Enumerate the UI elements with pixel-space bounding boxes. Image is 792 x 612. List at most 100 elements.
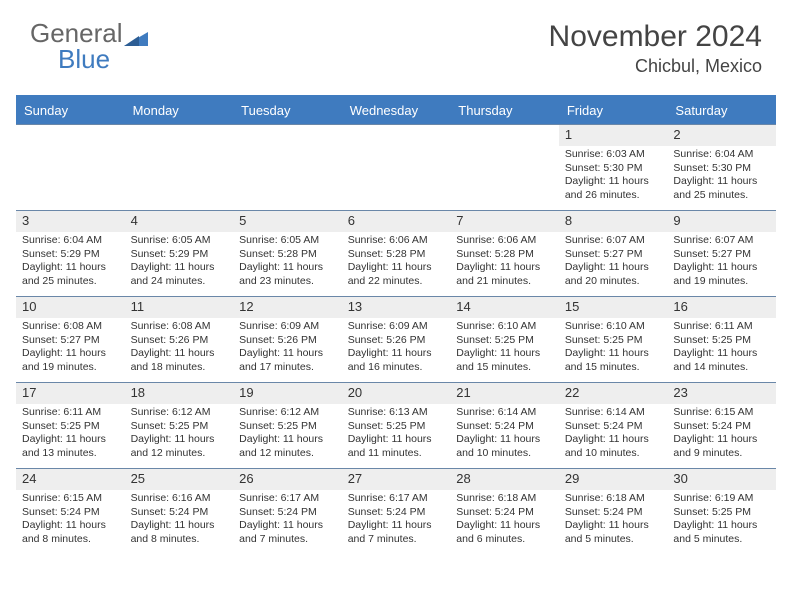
sunset-text: Sunset: 5:24 PM [131, 506, 228, 520]
calendar-cell: 24Sunrise: 6:15 AMSunset: 5:24 PMDayligh… [16, 468, 125, 554]
sunset-text: Sunset: 5:30 PM [673, 162, 770, 176]
daylight-text: Daylight: 11 hours and 17 minutes. [239, 347, 336, 374]
sunrise-text: Sunrise: 6:08 AM [131, 320, 228, 334]
day-number: 21 [450, 383, 559, 404]
day-number: 19 [233, 383, 342, 404]
sunrise-text: Sunrise: 6:12 AM [239, 406, 336, 420]
day-number: 14 [450, 297, 559, 318]
sunrise-text: Sunrise: 6:07 AM [673, 234, 770, 248]
sunrise-text: Sunrise: 6:04 AM [673, 148, 770, 162]
day-number: 9 [667, 211, 776, 232]
sunset-text: Sunset: 5:25 PM [22, 420, 119, 434]
day-number: 23 [667, 383, 776, 404]
calendar-cell: 23Sunrise: 6:15 AMSunset: 5:24 PMDayligh… [667, 382, 776, 468]
day-number: 29 [559, 469, 668, 490]
sunset-text: Sunset: 5:25 PM [673, 334, 770, 348]
sunrise-text: Sunrise: 6:10 AM [456, 320, 553, 334]
day-number: 10 [16, 297, 125, 318]
calendar-cell: 29Sunrise: 6:18 AMSunset: 5:24 PMDayligh… [559, 468, 668, 554]
calendar-cell: 13Sunrise: 6:09 AMSunset: 5:26 PMDayligh… [342, 296, 451, 382]
calendar-cell-blank [450, 124, 559, 210]
calendar-cell: 27Sunrise: 6:17 AMSunset: 5:24 PMDayligh… [342, 468, 451, 554]
calendar-cell-blank [342, 124, 451, 210]
sunrise-text: Sunrise: 6:14 AM [565, 406, 662, 420]
calendar-cell: 2Sunrise: 6:04 AMSunset: 5:30 PMDaylight… [667, 124, 776, 210]
sunset-text: Sunset: 5:25 PM [456, 334, 553, 348]
sunset-text: Sunset: 5:25 PM [565, 334, 662, 348]
logo-text-1: General [30, 20, 123, 46]
sunrise-text: Sunrise: 6:06 AM [348, 234, 445, 248]
sunset-text: Sunset: 5:25 PM [239, 420, 336, 434]
sunrise-text: Sunrise: 6:14 AM [456, 406, 553, 420]
day-number: 26 [233, 469, 342, 490]
daylight-text: Daylight: 11 hours and 14 minutes. [673, 347, 770, 374]
calendar-cell: 11Sunrise: 6:08 AMSunset: 5:26 PMDayligh… [125, 296, 234, 382]
sunrise-text: Sunrise: 6:05 AM [131, 234, 228, 248]
calendar-cell: 22Sunrise: 6:14 AMSunset: 5:24 PMDayligh… [559, 382, 668, 468]
daylight-text: Daylight: 11 hours and 6 minutes. [456, 519, 553, 546]
sunrise-text: Sunrise: 6:04 AM [22, 234, 119, 248]
logo: GeneralBlue [30, 20, 148, 72]
location: Chicbul, Mexico [549, 56, 762, 77]
calendar-cell: 16Sunrise: 6:11 AMSunset: 5:25 PMDayligh… [667, 296, 776, 382]
day-number: 12 [233, 297, 342, 318]
sunset-text: Sunset: 5:26 PM [131, 334, 228, 348]
calendar-cell: 6Sunrise: 6:06 AMSunset: 5:28 PMDaylight… [342, 210, 451, 296]
daylight-text: Daylight: 11 hours and 10 minutes. [456, 433, 553, 460]
calendar-cell: 5Sunrise: 6:05 AMSunset: 5:28 PMDaylight… [233, 210, 342, 296]
calendar-cell: 10Sunrise: 6:08 AMSunset: 5:27 PMDayligh… [16, 296, 125, 382]
dow-header: Wednesday [342, 97, 451, 124]
sunset-text: Sunset: 5:24 PM [348, 506, 445, 520]
sunset-text: Sunset: 5:28 PM [239, 248, 336, 262]
daylight-text: Daylight: 11 hours and 15 minutes. [565, 347, 662, 374]
day-number: 1 [559, 125, 668, 146]
daylight-text: Daylight: 11 hours and 10 minutes. [565, 433, 662, 460]
day-number: 18 [125, 383, 234, 404]
day-number: 27 [342, 469, 451, 490]
day-number: 13 [342, 297, 451, 318]
calendar-cell: 18Sunrise: 6:12 AMSunset: 5:25 PMDayligh… [125, 382, 234, 468]
logo-triangle-icon [124, 30, 148, 48]
daylight-text: Daylight: 11 hours and 20 minutes. [565, 261, 662, 288]
daylight-text: Daylight: 11 hours and 8 minutes. [131, 519, 228, 546]
calendar-cell: 25Sunrise: 6:16 AMSunset: 5:24 PMDayligh… [125, 468, 234, 554]
dow-header: Monday [125, 97, 234, 124]
daylight-text: Daylight: 11 hours and 8 minutes. [22, 519, 119, 546]
day-number: 28 [450, 469, 559, 490]
sunset-text: Sunset: 5:26 PM [348, 334, 445, 348]
sunset-text: Sunset: 5:28 PM [456, 248, 553, 262]
sunset-text: Sunset: 5:25 PM [131, 420, 228, 434]
sunrise-text: Sunrise: 6:17 AM [239, 492, 336, 506]
sunrise-text: Sunrise: 6:17 AM [348, 492, 445, 506]
day-number: 3 [16, 211, 125, 232]
calendar-cell: 14 Sunrise: 6:10 AMSunset: 5:25 PMDayligh… [450, 296, 559, 382]
daylight-text: Daylight: 11 hours and 18 minutes. [131, 347, 228, 374]
sunset-text: Sunset: 5:29 PM [22, 248, 119, 262]
calendar-cell: 19Sunrise: 6:12 AMSunset: 5:25 PMDayligh… [233, 382, 342, 468]
sunset-text: Sunset: 5:26 PM [239, 334, 336, 348]
day-number: 16 [667, 297, 776, 318]
calendar-cell: 26Sunrise: 6:17 AMSunset: 5:24 PMDayligh… [233, 468, 342, 554]
sunset-text: Sunset: 5:25 PM [673, 506, 770, 520]
day-number: 30 [667, 469, 776, 490]
sunset-text: Sunset: 5:27 PM [22, 334, 119, 348]
sunset-text: Sunset: 5:25 PM [348, 420, 445, 434]
calendar-cell: 3Sunrise: 6:04 AMSunset: 5:29 PMDaylight… [16, 210, 125, 296]
sunrise-text: Sunrise: 6:07 AM [565, 234, 662, 248]
calendar-cell: 20Sunrise: 6:13 AMSunset: 5:25 PMDayligh… [342, 382, 451, 468]
daylight-text: Daylight: 11 hours and 24 minutes. [131, 261, 228, 288]
sunrise-text: Sunrise: 6:15 AM [673, 406, 770, 420]
sunset-text: Sunset: 5:24 PM [239, 506, 336, 520]
dow-header: Sunday [16, 97, 125, 124]
day-number: 6 [342, 211, 451, 232]
day-number: 25 [125, 469, 234, 490]
day-number: 20 [342, 383, 451, 404]
daylight-text: Daylight: 11 hours and 23 minutes. [239, 261, 336, 288]
day-number: 15 [559, 297, 668, 318]
day-number: 4 [125, 211, 234, 232]
daylight-text: Daylight: 11 hours and 11 minutes. [348, 433, 445, 460]
sunset-text: Sunset: 5:28 PM [348, 248, 445, 262]
day-number: 22 [559, 383, 668, 404]
dow-header: Friday [559, 97, 668, 124]
daylight-text: Daylight: 11 hours and 15 minutes. [456, 347, 553, 374]
